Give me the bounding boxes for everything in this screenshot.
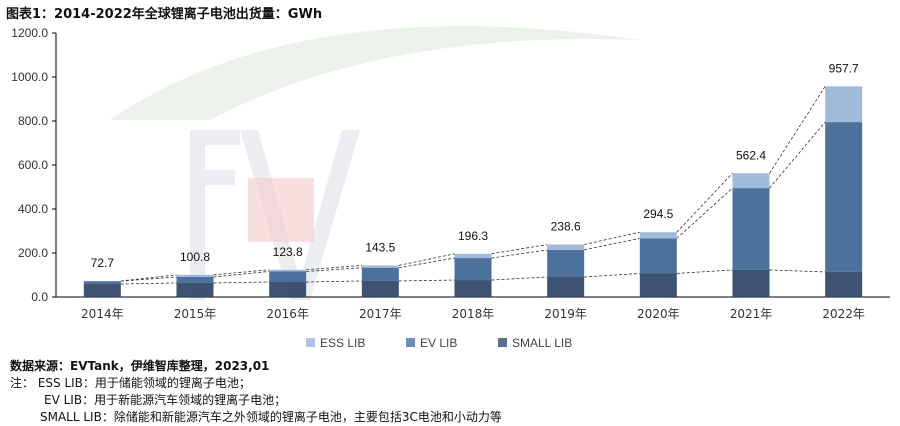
- note-ev: EV LIB：用于新能源汽车领域的锂离子电池；: [10, 392, 502, 409]
- y-tick-label: 200.0: [18, 246, 48, 260]
- notes: 数据来源：EVTank，伊维智库整理，2023,01 注： ESS LIB：用于…: [10, 358, 502, 426]
- bar-ev-lib: [362, 268, 399, 281]
- bar-ev-lib: [547, 250, 584, 277]
- bar-small-lib: [362, 281, 399, 297]
- bar-small-lib: [825, 272, 862, 297]
- legend-label: EV LIB: [420, 336, 457, 350]
- bar-small-lib: [733, 270, 770, 297]
- total-label: 196.3: [458, 229, 488, 243]
- total-label: 294.5: [643, 207, 673, 221]
- bar-ess-lib: [733, 173, 770, 188]
- bar-small-lib: [177, 283, 214, 297]
- bar-small-lib: [455, 280, 492, 297]
- connector-line: [770, 86, 826, 173]
- total-label: 72.7: [91, 256, 115, 270]
- connector-line: [770, 270, 826, 272]
- bar-small-lib: [640, 273, 677, 297]
- total-label: 957.7: [829, 61, 859, 75]
- connector-line: [214, 282, 270, 283]
- total-label: 562.4: [736, 148, 766, 162]
- total-label: 238.6: [551, 220, 581, 234]
- legend-swatch: [406, 338, 415, 347]
- connector-line: [121, 283, 177, 284]
- x-tick-label: 2014年: [81, 307, 124, 321]
- connector-line: [399, 258, 455, 268]
- connector-line: [492, 245, 548, 254]
- bar-ev-lib: [733, 188, 770, 270]
- connector-line: [584, 273, 640, 277]
- connector-line: [399, 280, 455, 281]
- y-tick-label: 1000.0: [11, 70, 48, 84]
- total-label: 143.5: [365, 240, 395, 254]
- connector-line: [770, 122, 826, 188]
- x-tick-label: 2019年: [544, 307, 587, 321]
- bar-ess-lib: [547, 245, 584, 250]
- legend-swatch: [498, 338, 507, 347]
- bar-small-lib: [547, 277, 584, 297]
- y-tick-label: 400.0: [18, 202, 48, 216]
- bar-ev-lib: [177, 277, 214, 283]
- connector-line: [492, 250, 548, 258]
- watermark-logo-box: [248, 178, 314, 242]
- connector-line: [677, 188, 733, 238]
- connector-line: [121, 277, 177, 281]
- connector-line: [584, 232, 640, 244]
- bar-ev-lib: [269, 271, 306, 282]
- y-tick-label: 800.0: [18, 114, 48, 128]
- x-tick-label: 2016年: [266, 307, 309, 321]
- x-tick-label: 2018年: [452, 307, 495, 321]
- bar-ess-lib: [455, 254, 492, 258]
- x-tick-label: 2021年: [730, 307, 773, 321]
- y-tick-label: 600.0: [18, 158, 48, 172]
- bar-ess-lib: [177, 275, 214, 277]
- y-tick-label: 1200.0: [11, 26, 48, 40]
- connector-line: [677, 173, 733, 232]
- connector-line: [399, 254, 455, 266]
- legend-label: SMALL LIB: [512, 336, 572, 350]
- bar-small-lib: [84, 284, 121, 297]
- x-tick-label: 2015年: [174, 307, 217, 321]
- y-tick-label: 0.0: [31, 290, 48, 304]
- bar-ev-lib: [84, 281, 121, 284]
- x-tick-label: 2017年: [359, 307, 402, 321]
- source-note: 数据来源：EVTank，伊维智库整理，2023,01: [10, 358, 502, 375]
- bar-ess-lib: [269, 270, 306, 272]
- note-small: SMALL LIB：除储能和新能源汽车之外领域的锂离子电池，主要包括3C电池和小…: [10, 409, 502, 426]
- bar-ess-lib: [362, 265, 399, 267]
- connector-line: [584, 238, 640, 250]
- x-tick-label: 2022年: [822, 307, 865, 321]
- bar-ev-lib: [825, 122, 862, 272]
- legend: ESS LIB EV LIB SMALL LIB: [306, 336, 572, 350]
- watermark-swoosh: [110, 26, 640, 120]
- connector-line: [492, 277, 548, 280]
- bar-ess-lib: [640, 232, 677, 238]
- bar-small-lib: [269, 282, 306, 297]
- total-label: 123.8: [273, 245, 303, 259]
- bar-ev-lib: [455, 258, 492, 280]
- note-ess: 注： ESS LIB：用于储能领域的锂离子电池；: [10, 375, 502, 392]
- legend-label: ESS LIB: [320, 336, 365, 350]
- bar-ess-lib: [825, 86, 862, 122]
- connector-line: [677, 270, 733, 274]
- legend-swatch: [306, 338, 315, 347]
- total-label: 100.8: [180, 250, 210, 264]
- x-tick-label: 2020年: [637, 307, 680, 321]
- bar-ev-lib: [640, 238, 677, 273]
